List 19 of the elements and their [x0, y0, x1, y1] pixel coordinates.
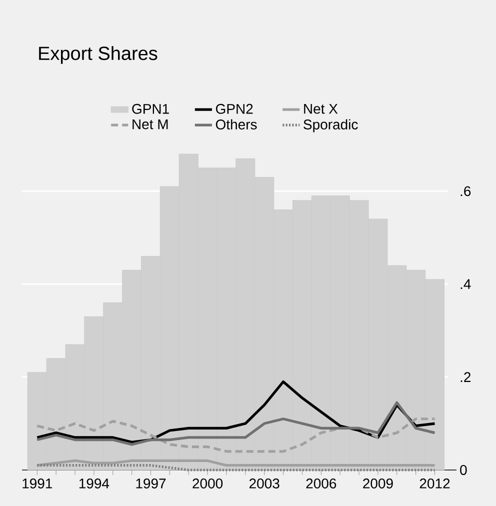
x-tick-label: 2000 [192, 478, 223, 488]
y-tick-label: .6 [460, 186, 471, 196]
x-tick-label: 2006 [306, 478, 336, 488]
x-tick-label: 1991 [22, 478, 52, 488]
x-tick-label: 2012 [420, 478, 450, 488]
legend-label: Net M [132, 119, 168, 130]
x-tick-label: 1997 [136, 478, 166, 488]
x-tick-label: 2009 [363, 478, 393, 488]
y-tick-label: 0 [460, 465, 467, 475]
legend-label: GPN2 [216, 104, 253, 114]
x-tick-label: 2003 [249, 478, 280, 488]
y-tick-label: .2 [460, 372, 471, 382]
legend-label: GPN1 [132, 104, 169, 114]
chart-title: Export Shares [39, 46, 158, 64]
y-tick-label: .4 [460, 279, 471, 289]
legend-label: Others [216, 119, 257, 130]
legend-label: Net X [304, 104, 338, 114]
x-tick-label: 1994 [79, 478, 110, 488]
legend-label: Sporadic [304, 119, 358, 132]
